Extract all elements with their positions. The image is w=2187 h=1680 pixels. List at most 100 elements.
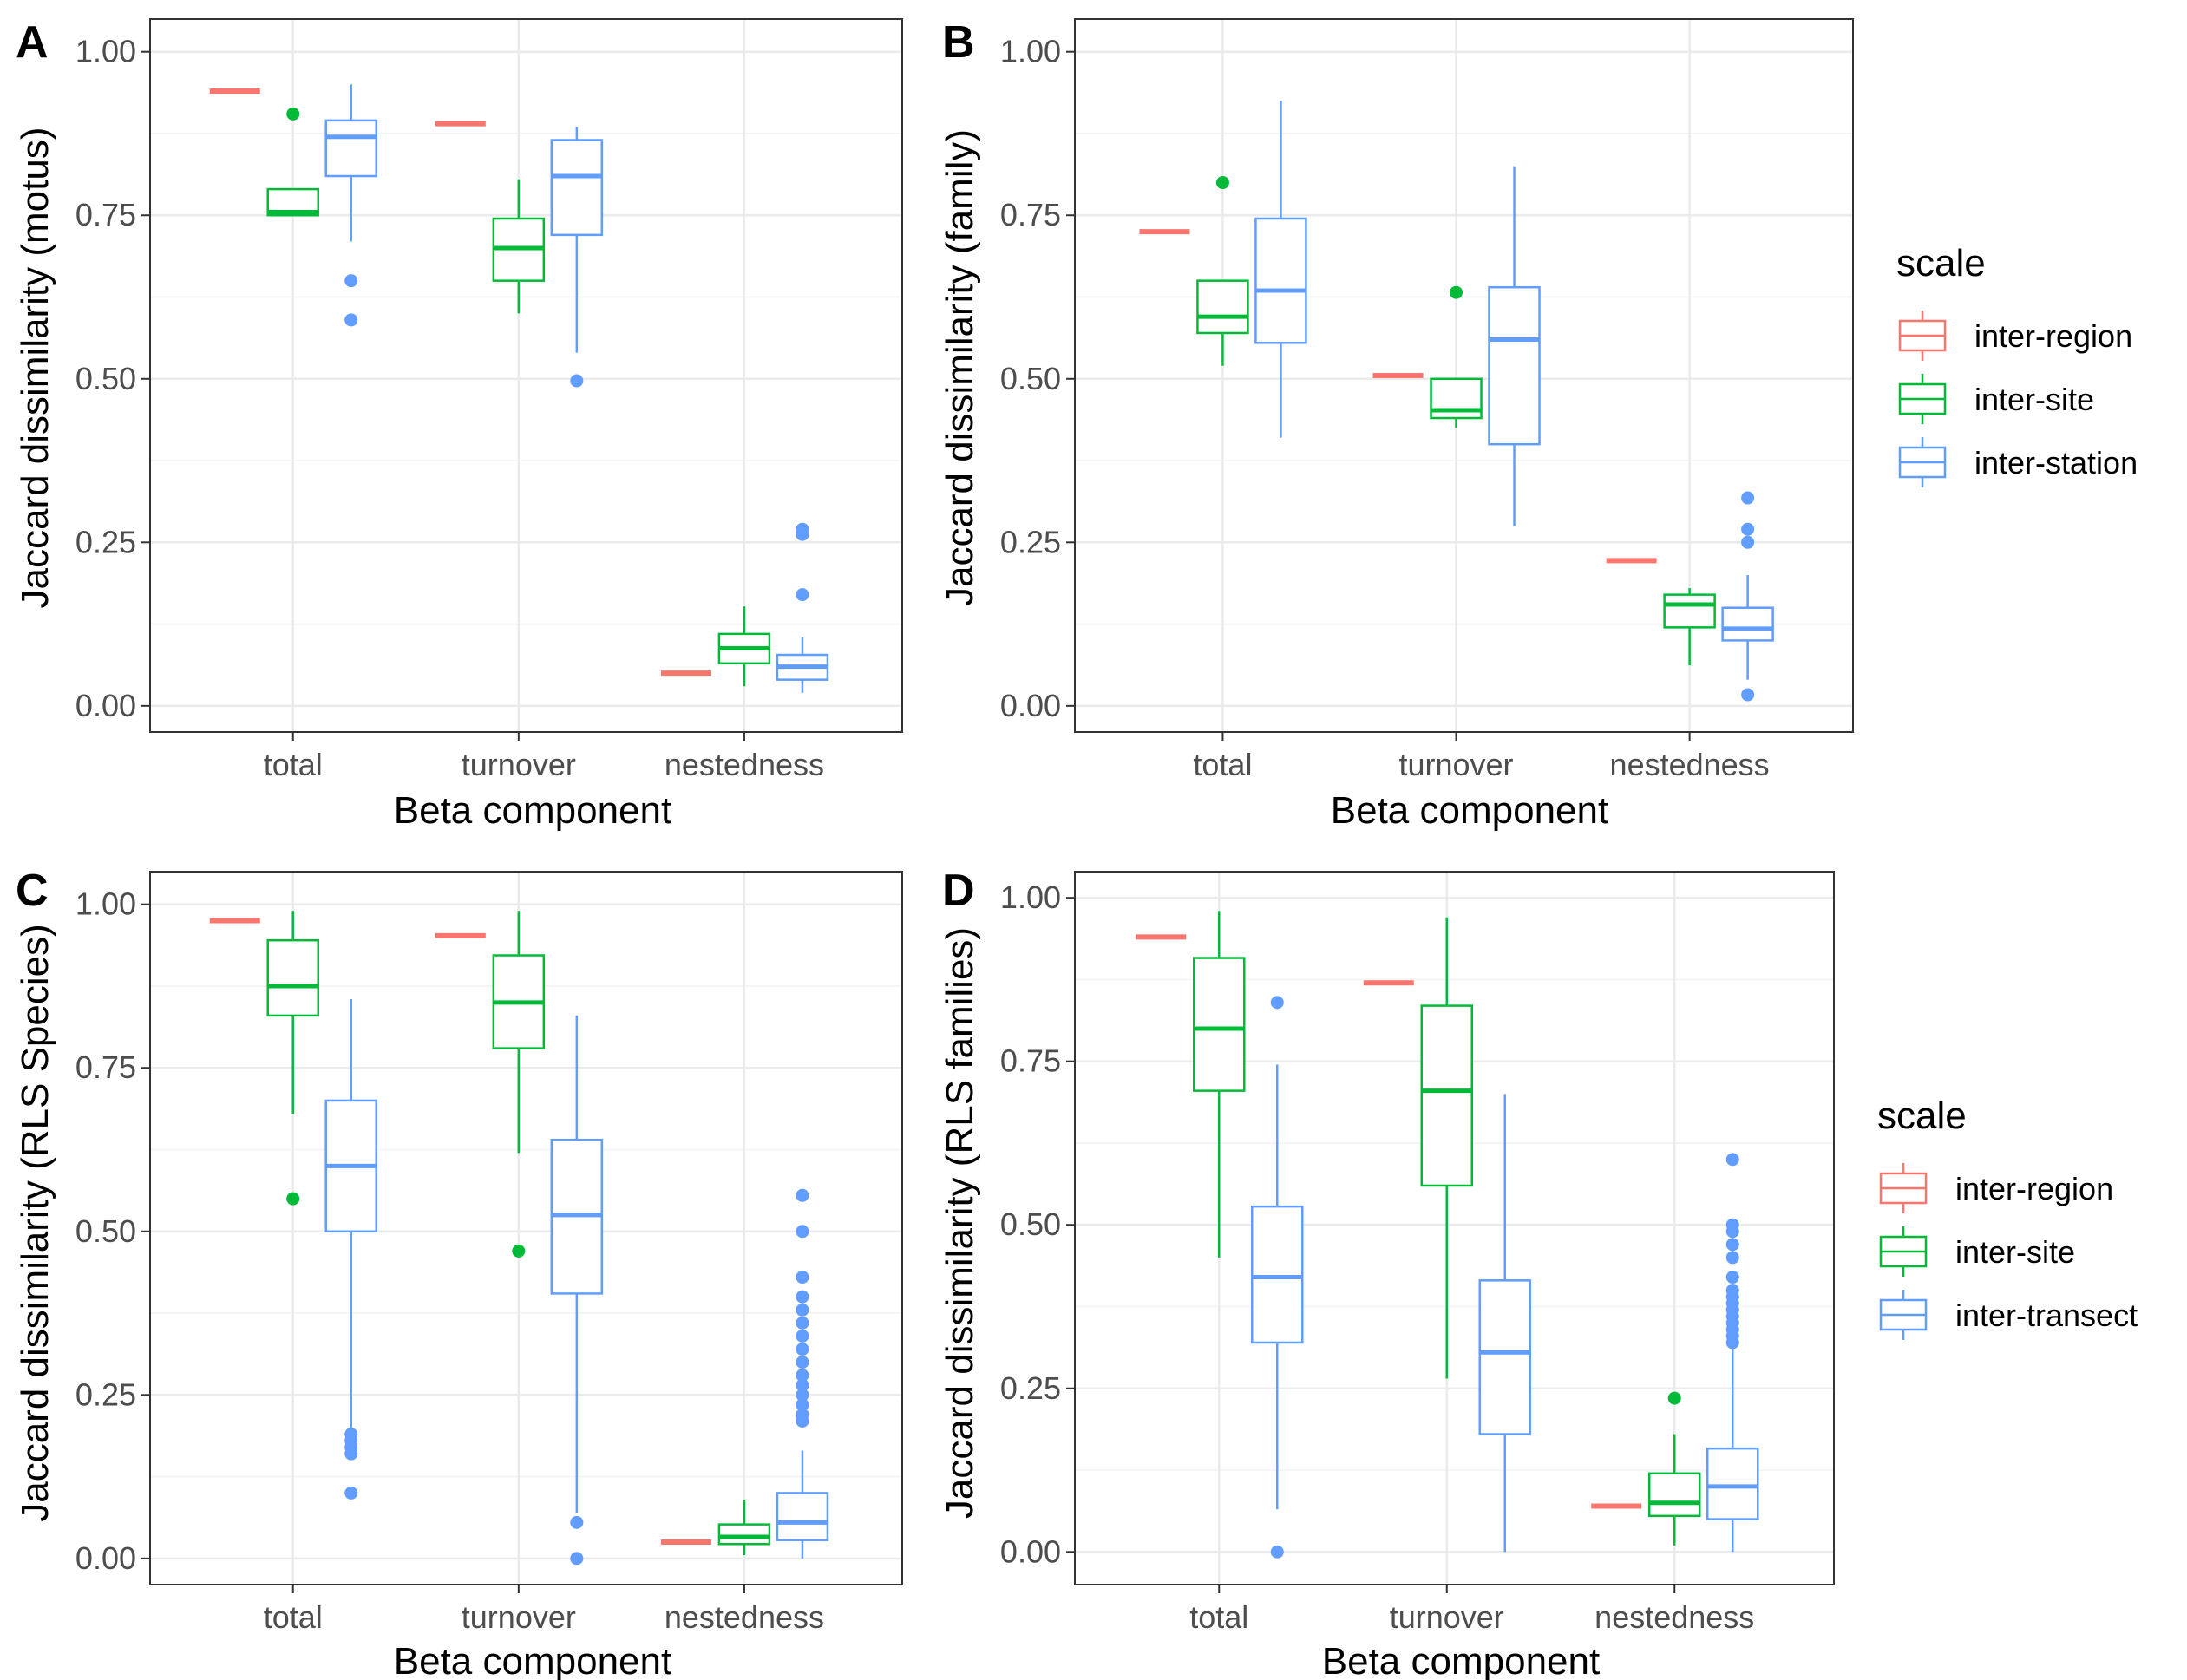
box-inter-site-nestedness [1663, 588, 1716, 666]
box-body [1254, 217, 1307, 344]
panel-c-xlabel: Beta component [394, 1640, 671, 1680]
panel-border-c [149, 871, 903, 1585]
box-inter-site-turnover [492, 179, 546, 314]
y-tick-label: 0.50 [1000, 1206, 1061, 1242]
panel-b-plot: 0.00 0.25 0.50 0.75 1.00 total turnover nestedn… [1000, 18, 1854, 782]
x-tick-label: total [264, 747, 323, 782]
panel-c-ylabel: Jaccard dissimilarity (RLS Species) [14, 924, 56, 1522]
legend-title: scale [1877, 1095, 1967, 1137]
panel-d-xlabel: Beta component [1322, 1640, 1600, 1680]
box-body [1478, 1279, 1531, 1435]
panel-b: B 0.00 0.25 0.50 0.75 1.00 total turnover neste… [939, 17, 2138, 832]
box-inter-station-total [1254, 101, 1307, 438]
y-tick-label: 0.25 [1000, 1370, 1061, 1406]
box-body [1648, 1472, 1701, 1518]
outlier-point [1725, 1153, 1739, 1167]
panel-border-a [149, 18, 903, 733]
box-inter-station-nestedness [776, 522, 829, 693]
x-tick-label: total [264, 1599, 323, 1635]
panel-border-d [1074, 871, 1835, 1585]
outlier-point [1270, 996, 1284, 1010]
box-body [1488, 285, 1541, 446]
outlier-point [570, 1552, 584, 1566]
box-inter-site-turnover [1430, 285, 1483, 428]
box-inter-site-turnover [492, 911, 546, 1258]
x-tick-label: nestedness [1610, 747, 1770, 782]
legend-key-inter-site [1898, 374, 1947, 424]
panel-b-xlabel: Beta component [1331, 789, 1608, 832]
outlier-point [344, 1486, 358, 1500]
box-body [1420, 1004, 1473, 1187]
box-inter-transect-nestedness [1706, 1153, 1759, 1553]
box-body [1721, 606, 1774, 642]
panel-d-tag: D [942, 866, 975, 916]
box-body [1663, 593, 1716, 629]
outlier-point [1215, 176, 1229, 190]
outlier-point [286, 107, 300, 121]
x-tick-label: total [1189, 1599, 1248, 1635]
outlier-point [796, 1316, 809, 1330]
box-inter-site-total [266, 107, 319, 217]
legend-b: scale inter-region inter-site inter-station [1896, 242, 2138, 487]
y-tick-label: 1.00 [75, 886, 136, 922]
outlier-point [1741, 688, 1755, 702]
outlier-point [344, 274, 358, 288]
legend-key-inter-region [1898, 311, 1947, 361]
panel-c: C 0.00 0.25 0.50 0.75 1.00 total turnover neste… [14, 866, 903, 1680]
y-tick-label: 0.00 [75, 1540, 136, 1576]
outlier-point [796, 1188, 809, 1202]
outlier-point [796, 1329, 809, 1343]
outlier-point [1270, 1545, 1284, 1559]
panel-a: A 0.00 0.25 0.50 0.75 1.00 total turnover neste… [14, 17, 903, 832]
x-tick-label: turnover [462, 747, 576, 782]
box-inter-station-total [324, 999, 377, 1500]
outlier-point [1725, 1284, 1739, 1298]
x-tick-label: turnover [1390, 1599, 1504, 1635]
outlier-point [1725, 1238, 1739, 1252]
outlier-point [286, 1192, 300, 1206]
box-inter-station-nestedness [776, 1188, 829, 1559]
legend-key-inter-region [1879, 1163, 1928, 1213]
y-tick-label: 1.00 [1000, 34, 1061, 69]
y-tick-label: 0.75 [75, 1049, 136, 1085]
outlier-point [570, 374, 584, 388]
legend-d: scale inter-region inter-site inter-transec… [1877, 1095, 2138, 1340]
legend-label: inter-region [1974, 318, 2132, 354]
box-body [266, 938, 319, 1017]
outlier-point [796, 1388, 809, 1402]
box-inter-station-total [324, 84, 377, 327]
outlier-point [796, 1271, 809, 1285]
box-inter-station-nestedness [1721, 491, 1774, 702]
y-tick-label: 0.75 [75, 197, 136, 232]
outlier-point [796, 1356, 809, 1369]
box-body [1251, 1205, 1304, 1344]
y-tick-label: 0.50 [75, 361, 136, 396]
outlier-point [1741, 522, 1755, 536]
outlier-point [1741, 491, 1755, 505]
box-inter-site-nestedness [1648, 1391, 1701, 1546]
outlier-point [1741, 535, 1755, 549]
box-body [1706, 1447, 1759, 1520]
outlier-point [1450, 285, 1463, 299]
x-tick-label: total [1193, 747, 1252, 782]
box-inter-transect-total [1251, 996, 1304, 1559]
box-inter-station-turnover [1488, 166, 1541, 526]
legend-label: inter-site [1974, 382, 2094, 417]
outlier-point [344, 1447, 358, 1461]
box-body [1196, 279, 1249, 335]
box-body [324, 119, 377, 178]
box-inter-site-nestedness [717, 1499, 771, 1556]
box-inter-site-nestedness [717, 606, 771, 687]
legend-label: inter-region [1955, 1171, 2113, 1206]
y-tick-label: 0.50 [1000, 361, 1061, 396]
box-inter-station-turnover [550, 127, 604, 388]
outlier-point [796, 1303, 809, 1317]
legend-label: inter-site [1955, 1234, 2075, 1270]
panel-b-ylabel: Jaccard dissimilarity (family) [939, 129, 981, 606]
panel-a-plot: 0.00 0.25 0.50 0.75 1.00 total turnover nestedn… [75, 18, 903, 782]
box-body [776, 1492, 829, 1541]
outlier-point [1667, 1391, 1681, 1405]
y-tick-label: 0.75 [1000, 197, 1061, 232]
y-tick-label: 1.00 [75, 34, 136, 69]
